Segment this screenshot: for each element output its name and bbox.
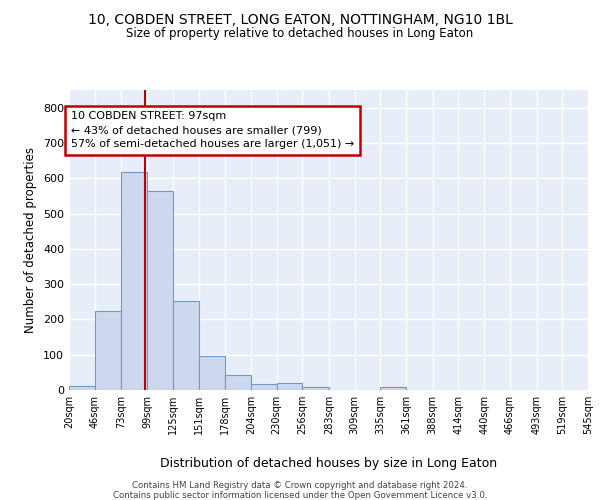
Bar	[173, 301, 199, 390]
Bar	[95, 310, 121, 390]
Bar	[199, 356, 225, 390]
Bar	[251, 384, 277, 390]
Text: 10 COBDEN STREET: 97sqm
← 43% of detached houses are smaller (799)
57% of semi-d: 10 COBDEN STREET: 97sqm ← 43% of detache…	[71, 111, 354, 149]
Y-axis label: Number of detached properties: Number of detached properties	[25, 147, 37, 333]
Bar	[121, 172, 147, 390]
Bar	[277, 383, 302, 390]
Text: Contains public sector information licensed under the Open Government Licence v3: Contains public sector information licen…	[113, 491, 487, 500]
Text: Contains HM Land Registry data © Crown copyright and database right 2024.: Contains HM Land Registry data © Crown c…	[132, 481, 468, 490]
Text: 10, COBDEN STREET, LONG EATON, NOTTINGHAM, NG10 1BL: 10, COBDEN STREET, LONG EATON, NOTTINGHA…	[88, 12, 512, 26]
Bar	[302, 387, 329, 390]
Text: Size of property relative to detached houses in Long Eaton: Size of property relative to detached ho…	[127, 28, 473, 40]
Bar	[69, 386, 95, 390]
Bar	[225, 375, 251, 390]
Text: Distribution of detached houses by size in Long Eaton: Distribution of detached houses by size …	[160, 458, 497, 470]
Bar	[147, 190, 173, 390]
Bar	[380, 387, 406, 390]
